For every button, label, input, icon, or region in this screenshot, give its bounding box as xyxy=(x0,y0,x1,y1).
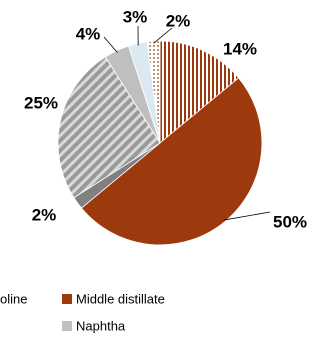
legend-label-1: Middle distillate xyxy=(76,291,165,306)
data-label-4: 4% xyxy=(76,24,101,43)
data-label-5: 3% xyxy=(123,7,148,26)
legend-label-0: oline xyxy=(0,291,27,306)
pie-slice-1 xyxy=(80,77,263,246)
legend-label-2: Naphtha xyxy=(76,318,126,333)
pie-slice-3 xyxy=(57,56,161,199)
data-label-0: 14% xyxy=(223,39,257,58)
legend-swatch-2 xyxy=(62,321,72,331)
pie-slice-6 xyxy=(146,40,161,144)
data-label-1: 50% xyxy=(273,212,307,231)
data-label-3: 25% xyxy=(24,93,58,112)
leader-line-1 xyxy=(223,211,271,221)
leader-line-6 xyxy=(153,27,173,44)
pie-slice-0 xyxy=(159,40,240,144)
data-label-2: 2% xyxy=(32,205,57,224)
data-label-6: 2% xyxy=(166,11,191,30)
legend-swatch-1 xyxy=(62,294,72,304)
leader-line-4 xyxy=(103,36,118,53)
